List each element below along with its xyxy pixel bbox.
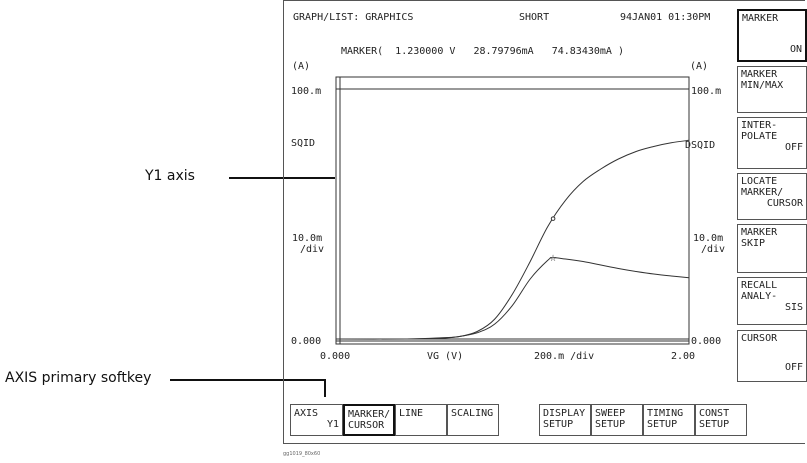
softkey-interpolate-line2: POLATE (741, 131, 778, 142)
right-axis-scale-unit: /div (701, 244, 726, 255)
softkey-locate-line1: LOCATE (741, 176, 778, 187)
softkey-recall-analysis[interactable]: RECALL ANALY- SIS (737, 277, 807, 325)
softkey-marker-skip-line1: MARKER (741, 227, 778, 238)
softkey-locate-line2: MARKER/ (741, 187, 784, 198)
softkey-axis-line2: Y1 (326, 419, 339, 430)
plot-border (335, 76, 690, 345)
marker-readout: MARKER( 1.230000 V 28.79796mA 74.83430mA… (341, 46, 624, 57)
softkey-interpolate[interactable]: INTER- POLATE OFF (737, 117, 807, 169)
softkey-display-setup-line2: SETUP (543, 419, 574, 430)
series-sqid-marker: ☆ (549, 254, 557, 264)
softkey-marker-cursor-line1: MARKER/ (348, 409, 391, 420)
softkey-locate[interactable]: LOCATE MARKER/CURSOR (737, 173, 807, 220)
softkey-locate-line3: CURSOR (766, 198, 803, 209)
right-axis-top: 100.m (691, 86, 722, 97)
measurement-mode: SHORT (519, 12, 550, 23)
left-axis-unit: (A) (292, 61, 311, 72)
series-dsqid-line (335, 139, 690, 340)
axis-softkey-callout-line (170, 379, 326, 381)
softkey-cursor-line3: OFF (784, 362, 803, 373)
screen-frame (283, 0, 805, 444)
series-dsqid-marker (550, 216, 556, 221)
instrument-screen: GRAPH/LIST: GRAPHICS SHORT 94JAN01 01:30… (283, 0, 807, 448)
softkey-sweep-setup-line2: SETUP (595, 419, 626, 430)
softkey-marker-line3: ON (789, 44, 802, 55)
softkey-cursor[interactable]: CURSOR OFF (737, 330, 807, 382)
softkey-marker-cursor[interactable]: MARKER/CURSOR (343, 404, 395, 436)
left-axis-top: 100.m (291, 86, 322, 97)
x-axis-name: VG (V) (427, 351, 464, 362)
softkey-marker-skip[interactable]: MARKER SKIP (737, 224, 807, 273)
softkey-marker-min-max-line1: MARKER (741, 69, 778, 80)
axis-softkey-callout: AXIS primary softkey (5, 370, 152, 386)
series-sqid-line (335, 257, 690, 340)
right-axis-unit: (A) (690, 61, 709, 72)
iv-chart: ☆ (335, 76, 690, 345)
y1-axis-callout: Y1 axis (145, 168, 195, 184)
date-time: 94JAN01 01:30PM (620, 12, 711, 23)
right-axis-scale-value: 10.0m (693, 233, 724, 244)
softkey-interpolate-line3: OFF (784, 142, 803, 153)
y1-axis-callout-line (229, 177, 335, 179)
softkey-timing-setup-line1: TIMING (647, 408, 684, 419)
right-axis-name: DSQID (685, 140, 716, 151)
softkey-marker-line1: MARKER (742, 13, 779, 24)
screen-title: GRAPH/LIST: GRAPHICS (293, 12, 414, 23)
softkey-marker-cursor-line2: CURSOR (348, 420, 385, 431)
softkey-marker[interactable]: MARKER ON (737, 9, 807, 62)
x-axis-max: 2.00 (671, 351, 696, 362)
softkey-recall-analysis-line1: RECALL (741, 280, 778, 291)
softkey-sweep-setup[interactable]: SWEEP SETUP (591, 404, 643, 436)
softkey-display-setup[interactable]: DISPLAY SETUP (539, 404, 591, 436)
softkey-recall-analysis-line2: ANALY- (741, 291, 778, 302)
softkey-const-setup[interactable]: CONST SETUP (695, 404, 747, 436)
plot-area: ☆ (335, 76, 690, 345)
softkey-scaling-line1: SCALING (451, 408, 494, 419)
x-axis-scale: 200.m /div (534, 351, 595, 362)
right-axis-bottom: 0.000 (691, 336, 722, 347)
softkey-display-setup-line1: DISPLAY (543, 408, 586, 419)
softkey-timing-setup-line2: SETUP (647, 419, 678, 430)
softkey-sweep-setup-line1: SWEEP (595, 408, 626, 419)
softkey-axis-line1: AXIS (294, 408, 319, 419)
softkey-timing-setup[interactable]: TIMING SETUP (643, 404, 695, 436)
softkey-const-setup-line1: CONST (699, 408, 730, 419)
left-axis-scale-unit: /div (300, 244, 325, 255)
softkey-cursor-line1: CURSOR (741, 333, 778, 344)
softkey-marker-min-max-line2: MIN/MAX (741, 80, 784, 91)
figure-id: gg1019_80x60 (283, 451, 321, 457)
x-axis-min: 0.000 (320, 351, 351, 362)
softkey-recall-analysis-line3: SIS (784, 302, 803, 313)
left-axis-scale-value: 10.0m (292, 233, 323, 244)
softkey-axis[interactable]: AXIS Y1 (290, 404, 343, 436)
softkey-marker-min-max[interactable]: MARKER MIN/MAX (737, 66, 807, 113)
softkey-const-setup-line2: SETUP (699, 419, 730, 430)
softkey-line[interactable]: LINE (395, 404, 447, 436)
left-axis-name: SQID (291, 138, 316, 149)
axis-softkey-callout-drop (324, 379, 326, 397)
softkey-line-line1: LINE (399, 408, 424, 419)
softkey-scaling[interactable]: SCALING (447, 404, 499, 436)
left-axis-bottom: 0.000 (291, 336, 322, 347)
softkey-interpolate-line1: INTER- (741, 120, 778, 131)
softkey-marker-skip-line2: SKIP (741, 238, 766, 249)
